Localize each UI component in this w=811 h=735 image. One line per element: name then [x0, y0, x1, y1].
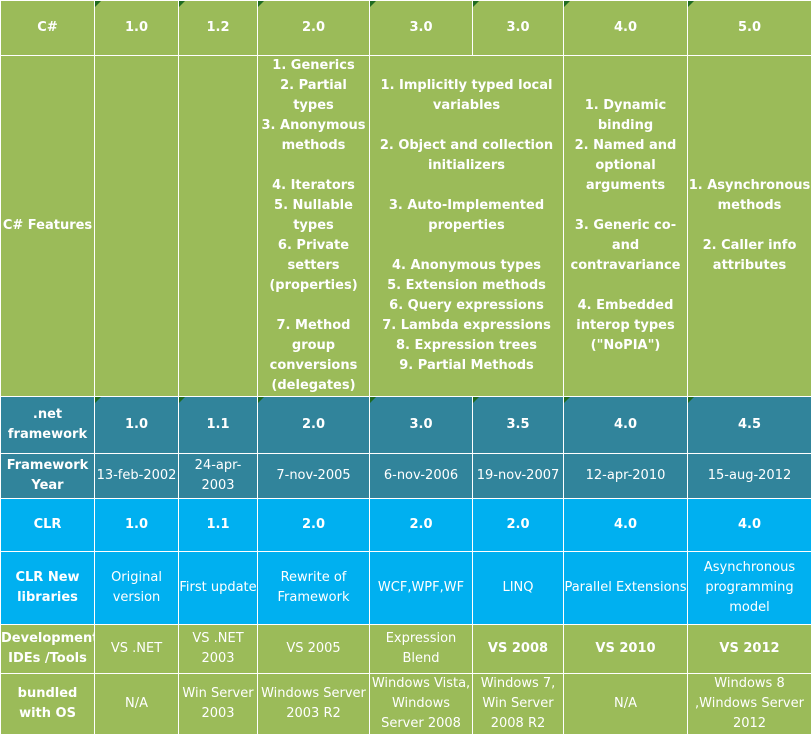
os-cell: N/A	[564, 674, 688, 735]
csharp-features-label: C# Features	[1, 56, 95, 397]
bundled-os-row: bundled with OS N/A Win Server 2003 Wind…	[1, 674, 811, 735]
clr-library-cell: Original version	[95, 552, 179, 625]
clr-library-cell: LINQ	[473, 552, 564, 625]
csharp-version-cell: 3.0	[370, 1, 473, 56]
csharp-version-cell: 5.0	[688, 1, 811, 56]
features-cell	[179, 56, 258, 397]
bundled-os-label: bundled with OS	[1, 674, 95, 735]
csharp-version-cell: 3.0	[473, 1, 564, 56]
ide-cell: VS .NET	[95, 625, 179, 674]
clr-version-cell: 4.0	[564, 499, 688, 552]
net-version-cell: 1.0	[95, 397, 179, 454]
clr-version-cell: 2.0	[370, 499, 473, 552]
framework-date-cell: 19-nov-2007	[473, 454, 564, 499]
clr-version-cell: 1.0	[95, 499, 179, 552]
net-framework-label: .net framework	[1, 397, 95, 454]
net-version-cell: 4.5	[688, 397, 811, 454]
clr-version-cell: 2.0	[258, 499, 370, 552]
features-cell: 1. Asynchronous methods 2. Caller info a…	[688, 56, 811, 397]
framework-year-label: Framework Year	[1, 454, 95, 499]
clr-version-cell: 2.0	[473, 499, 564, 552]
dev-ides-label: Development IDEs /Tools	[1, 625, 95, 674]
net-version-cell: 1.1	[179, 397, 258, 454]
framework-date-cell: 13-feb-2002	[95, 454, 179, 499]
csharp-features-row: C# Features 1. Generics 2. Partial types…	[1, 56, 811, 397]
os-cell: Windows 8 ,Windows Server 2012	[688, 674, 811, 735]
framework-date-cell: 24-apr-2003	[179, 454, 258, 499]
framework-date-cell: 6-nov-2006	[370, 454, 473, 499]
os-cell: Windows Server 2003 R2	[258, 674, 370, 735]
clr-label: CLR	[1, 499, 95, 552]
csharp-version-cell: 4.0	[564, 1, 688, 56]
csharp-version-row: C# 1.0 1.2 2.0 3.0 3.0 4.0 5.0	[1, 1, 811, 56]
net-version-cell: 2.0	[258, 397, 370, 454]
clr-library-cell: Parallel Extensions	[564, 552, 688, 625]
clr-version-cell: 1.1	[179, 499, 258, 552]
csharp-version-cell: 1.2	[179, 1, 258, 56]
features-cell: 1. Dynamic binding 2. Named and optional…	[564, 56, 688, 397]
clr-libraries-label: CLR New libraries	[1, 552, 95, 625]
clr-library-cell: First update	[179, 552, 258, 625]
ide-cell: VS .NET 2003	[179, 625, 258, 674]
os-cell: Windows Vista, Windows Server 2008	[370, 674, 473, 735]
net-version-cell: 4.0	[564, 397, 688, 454]
features-cell	[95, 56, 179, 397]
framework-year-row: Framework Year 13-feb-2002 24-apr-2003 7…	[1, 454, 811, 499]
os-cell: Win Server 2003	[179, 674, 258, 735]
clr-library-cell: WCF,WPF,WF	[370, 552, 473, 625]
clr-library-cell: Asynchronous programming model	[688, 552, 811, 625]
os-cell: N/A	[95, 674, 179, 735]
net-framework-row: .net framework 1.0 1.1 2.0 3.0 3.5 4.0 4…	[1, 397, 811, 454]
clr-version-cell: 4.0	[688, 499, 811, 552]
framework-date-cell: 15-aug-2012	[688, 454, 811, 499]
net-version-cell: 3.5	[473, 397, 564, 454]
framework-date-cell: 7-nov-2005	[258, 454, 370, 499]
ide-cell: VS 2005	[258, 625, 370, 674]
csharp-version-cell: 1.0	[95, 1, 179, 56]
net-version-cell: 3.0	[370, 397, 473, 454]
features-cell: 1. Implicitly typed local variables 2. O…	[370, 56, 564, 397]
clr-libraries-row: CLR New libraries Original version First…	[1, 552, 811, 625]
clr-library-cell: Rewrite of Framework	[258, 552, 370, 625]
clr-version-row: CLR 1.0 1.1 2.0 2.0 2.0 4.0 4.0	[1, 499, 811, 552]
ide-cell: Expression Blend	[370, 625, 473, 674]
ide-cell: VS 2010	[564, 625, 688, 674]
ide-cell: VS 2008	[473, 625, 564, 674]
framework-date-cell: 12-apr-2010	[564, 454, 688, 499]
os-cell: Windows 7, Win Server 2008 R2	[473, 674, 564, 735]
ide-cell: VS 2012	[688, 625, 811, 674]
features-cell: 1. Generics 2. Partial types 3. Anonymou…	[258, 56, 370, 397]
csharp-version-cell: 2.0	[258, 1, 370, 56]
csharp-label: C#	[1, 1, 95, 56]
dev-ides-row: Development IDEs /Tools VS .NET VS .NET …	[1, 625, 811, 674]
